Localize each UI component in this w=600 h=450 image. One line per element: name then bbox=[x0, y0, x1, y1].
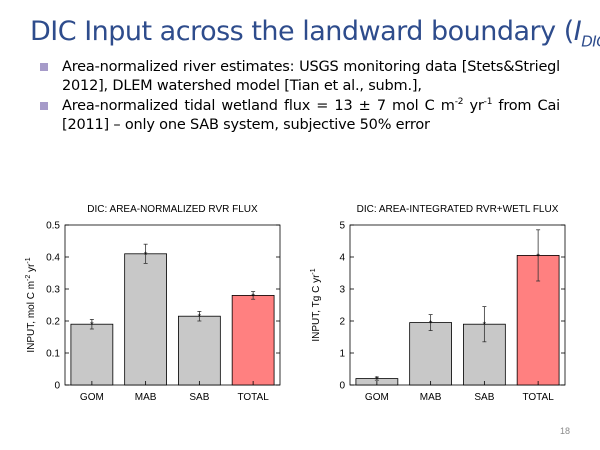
mean-marker: * bbox=[198, 312, 202, 322]
y-tick-label: 4 bbox=[339, 253, 345, 264]
y-tick-label: 0.5 bbox=[46, 221, 60, 232]
mean-marker: * bbox=[90, 320, 94, 330]
mean-marker: * bbox=[251, 291, 255, 301]
y-tick-label: 0.2 bbox=[46, 317, 60, 328]
area-integrated-chart: DIC: AREA-INTEGRATED RVR+WETL FLUX 0 1 2 3 4 5… bbox=[310, 204, 566, 403]
x-tick-label: TOTAL bbox=[522, 392, 554, 403]
y-axis-label-part: INPUT, mol C m bbox=[26, 281, 37, 353]
y-axis-label-part: -2 bbox=[25, 275, 32, 281]
bullet-square-icon bbox=[40, 63, 48, 71]
mean-marker: * bbox=[536, 251, 540, 261]
x-tick-label: GOM bbox=[365, 392, 389, 403]
bullet-item: Area-normalized tidal wetland flux = 13 … bbox=[40, 97, 560, 135]
chart-title: DIC: AREA-INTEGRATED RVR+WETL FLUX bbox=[357, 204, 559, 215]
bar-total bbox=[231, 295, 275, 386]
y-tick-label: 2 bbox=[339, 317, 345, 328]
chart-title: DIC: AREA-NORMALIZED RVR FLUX bbox=[87, 204, 258, 215]
x-tick-label: SAB bbox=[189, 392, 209, 403]
bullet-square-icon bbox=[40, 102, 48, 110]
page-number: 18 bbox=[559, 426, 570, 436]
y-tick-label: 0 bbox=[339, 381, 345, 392]
y-tick-label: 1 bbox=[339, 349, 345, 360]
bar-gom bbox=[70, 323, 114, 386]
x-tick-label: GOM bbox=[80, 392, 104, 403]
y-tick-label: 0.4 bbox=[46, 253, 60, 264]
x-tick-label: MAB bbox=[420, 392, 442, 403]
x-tick-label: TOTAL bbox=[237, 392, 269, 403]
bar-mab bbox=[409, 322, 452, 386]
y-axis-label-part: -1 bbox=[310, 268, 317, 274]
slide-title: DIC Input across the landward boundary (… bbox=[30, 16, 600, 51]
y-axis-label-part: INPUT, Tg C yr bbox=[311, 274, 322, 342]
bullet-item: Area-normalized river estimates: USGS mo… bbox=[40, 58, 560, 96]
x-tick-label: SAB bbox=[474, 392, 494, 403]
bullet-list: Area-normalized river estimates: USGS mo… bbox=[40, 58, 560, 136]
y-tick-label: 0.1 bbox=[46, 349, 60, 360]
y-tick-label: 0 bbox=[54, 381, 60, 392]
mean-marker: * bbox=[375, 375, 379, 385]
mean-marker: * bbox=[429, 319, 433, 329]
y-tick-label: 3 bbox=[339, 285, 345, 296]
area-normalized-chart: DIC: AREA-NORMALIZED RVR FLUX 0 0.1 0.2 0.3 0… bbox=[25, 204, 281, 403]
bar-mab bbox=[124, 253, 167, 386]
mean-marker: * bbox=[144, 250, 148, 260]
y-tick-label: 5 bbox=[339, 221, 345, 232]
x-tick-label: MAB bbox=[135, 392, 157, 403]
y-tick-label: 0.3 bbox=[46, 285, 60, 296]
y-axis-label: INPUT, Tg C yr-1 bbox=[310, 268, 322, 341]
bar-sab bbox=[178, 315, 221, 386]
y-axis-label-part: yr bbox=[26, 263, 37, 275]
y-axis-label: INPUT, mol C m-2 yr-1 bbox=[25, 257, 37, 352]
mean-marker: * bbox=[483, 320, 487, 330]
y-axis-label-part: -1 bbox=[25, 257, 32, 263]
